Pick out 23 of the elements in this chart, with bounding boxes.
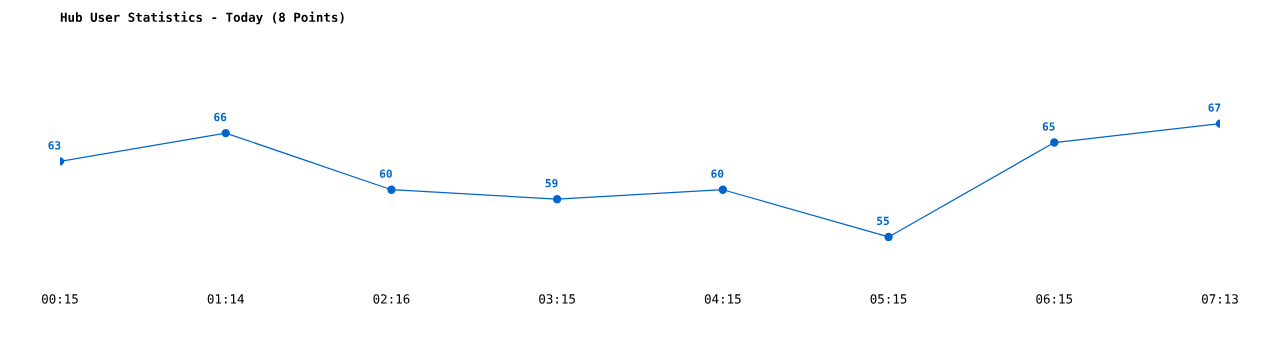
x-tick-label: 00:15 — [42, 294, 78, 304]
x-tick-label: 02:16 — [373, 294, 410, 304]
data-label: 67 — [1208, 103, 1221, 112]
data-label: 63 — [48, 141, 61, 150]
x-tick-label: 06:15 — [1036, 294, 1073, 304]
x-tick-label: 07:13 — [1202, 294, 1238, 304]
point — [221, 128, 230, 138]
chart-title: Hub User Statistics - Today (8 Points) — [60, 11, 344, 25]
data-label: 60 — [379, 169, 392, 178]
data-label: 55 — [877, 216, 889, 226]
x-tick-label: 01:14 — [207, 294, 244, 304]
point — [718, 185, 728, 194]
point — [387, 185, 396, 194]
data-label: 66 — [214, 112, 227, 122]
data-label: 65 — [1042, 122, 1055, 131]
x-tick-label: 05:15 — [870, 294, 907, 304]
point — [1050, 138, 1059, 147]
data-label: 60 — [711, 169, 724, 178]
x-tick-label: 04:15 — [704, 294, 741, 304]
point — [552, 195, 562, 204]
point — [884, 232, 893, 242]
data-label: 59 — [545, 178, 558, 188]
x-tick-label: 03:15 — [539, 294, 575, 304]
